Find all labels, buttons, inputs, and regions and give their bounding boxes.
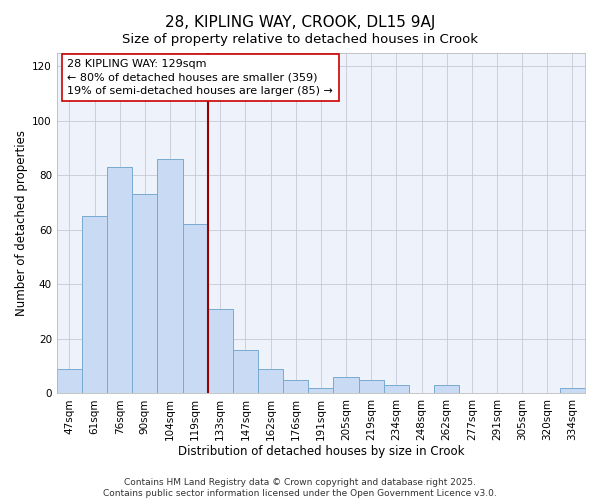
Bar [182,224,208,394]
Bar [107,167,132,394]
Y-axis label: Number of detached properties: Number of detached properties [15,130,28,316]
Bar [434,385,459,394]
Bar [208,309,233,394]
Text: Size of property relative to detached houses in Crook: Size of property relative to detached ho… [122,32,478,46]
Text: Contains HM Land Registry data © Crown copyright and database right 2025.
Contai: Contains HM Land Registry data © Crown c… [103,478,497,498]
Text: 28, KIPLING WAY, CROOK, DL15 9AJ: 28, KIPLING WAY, CROOK, DL15 9AJ [165,15,435,30]
X-axis label: Distribution of detached houses by size in Crook: Distribution of detached houses by size … [178,444,464,458]
Bar [334,377,359,394]
Bar [258,369,283,394]
Bar [132,194,157,394]
Bar [157,159,182,394]
Bar [233,350,258,394]
Bar [384,385,409,394]
Bar [359,380,384,394]
Bar [283,380,308,394]
Bar [82,216,107,394]
Bar [560,388,585,394]
Text: 28 KIPLING WAY: 129sqm
← 80% of detached houses are smaller (359)
19% of semi-de: 28 KIPLING WAY: 129sqm ← 80% of detached… [67,60,333,96]
Bar [57,369,82,394]
Bar [308,388,334,394]
